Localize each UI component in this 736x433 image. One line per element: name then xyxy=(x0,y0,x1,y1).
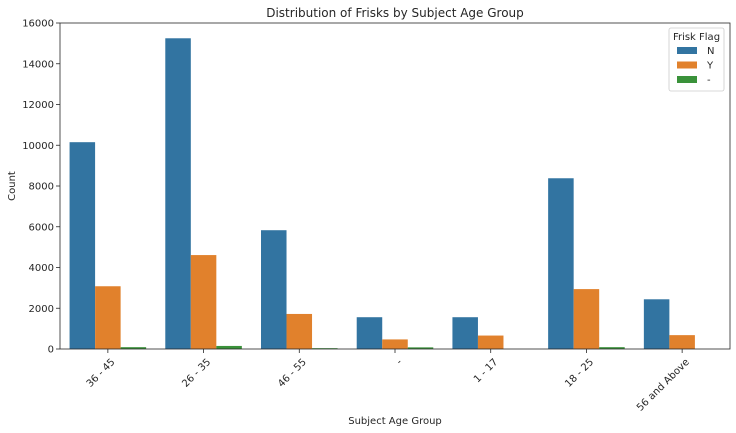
bar-n-2 xyxy=(261,230,287,349)
bar-dash-1 xyxy=(216,345,242,349)
x-tick-label: 26 - 35 xyxy=(180,357,213,390)
legend-swatch xyxy=(677,76,697,83)
x-tick-label: - xyxy=(394,357,405,368)
bars xyxy=(69,38,695,349)
bar-y-0 xyxy=(95,286,121,349)
bar-n-3 xyxy=(356,317,383,349)
bar-n-6 xyxy=(643,299,670,349)
y-tick-label: 0 xyxy=(48,345,54,356)
bar-n-0 xyxy=(69,142,96,349)
x-tick-label: 36 - 45 xyxy=(85,357,118,390)
bar-y-1 xyxy=(190,255,217,349)
bar-y-4 xyxy=(477,335,504,349)
legend-label: - xyxy=(707,75,711,86)
bar-dash-2 xyxy=(312,348,338,349)
legend-swatch xyxy=(677,47,697,54)
bar-y-2 xyxy=(286,313,313,349)
y-tick-label: 16000 xyxy=(22,19,54,30)
legend-title: Frisk Flag xyxy=(673,32,720,43)
plot-frame xyxy=(59,22,731,350)
bar-dash-3 xyxy=(407,347,434,349)
legend-box xyxy=(668,27,725,92)
bar-n-5 xyxy=(548,178,574,349)
y-tick-label: 10000 xyxy=(22,141,54,152)
bar-n-1 xyxy=(165,38,191,349)
x-axis: 36 - 45 26 - 35 46 - 55 - 1 - 17 18 - 25 56 an… xyxy=(85,349,692,414)
x-tick-label: 18 - 25 xyxy=(563,357,596,390)
bar-n-4 xyxy=(452,317,478,349)
y-tick-label: 12000 xyxy=(22,100,54,111)
legend-label: Y xyxy=(706,61,714,72)
y-tick-label: 6000 xyxy=(29,222,54,233)
legend-swatch xyxy=(677,61,697,69)
legend-label: N xyxy=(707,46,714,57)
bar-dash-0 xyxy=(120,347,147,349)
y-tick-label: 2000 xyxy=(29,304,54,315)
y-tick-label: 4000 xyxy=(29,263,54,274)
y-tick-label: 14000 xyxy=(22,59,54,70)
x-tick-label: 46 - 55 xyxy=(276,357,309,390)
bar-y-3 xyxy=(382,339,408,349)
x-tick-label: 56 and Above xyxy=(635,357,692,414)
y-axis: 0 2000 4000 6000 8000 10000 12000 14000 16000 xyxy=(22,19,60,356)
legend: Frisk Flag NY - xyxy=(668,27,725,92)
y-tick-label: 8000 xyxy=(29,182,54,193)
bar-y-5 xyxy=(573,289,600,349)
y-axis-title: Count xyxy=(7,171,18,201)
chart-title: Distribution of Frisks by Subject Age Gr… xyxy=(266,6,524,20)
x-axis-title: Subject Age Group xyxy=(348,416,442,427)
bar-dash-5 xyxy=(599,347,625,349)
bar-y-6 xyxy=(669,335,695,349)
x-tick-label: 1 - 17 xyxy=(472,357,500,385)
